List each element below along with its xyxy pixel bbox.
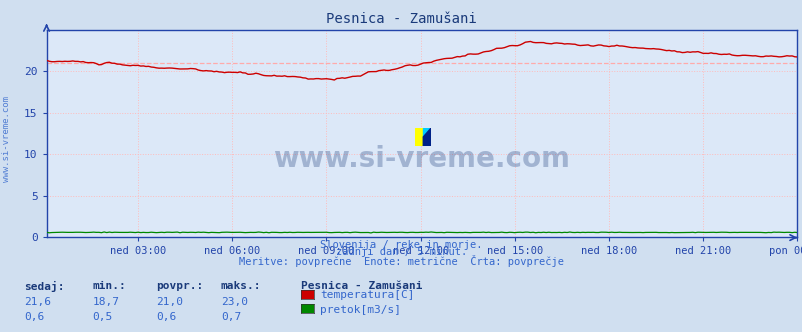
Text: Slovenija / reke in morje.: Slovenija / reke in morje. <box>320 240 482 250</box>
Text: min.:: min.: <box>92 281 126 290</box>
Text: 0,6: 0,6 <box>156 312 176 322</box>
Text: zadnji dan / 5 minut.: zadnji dan / 5 minut. <box>335 247 467 257</box>
Text: 23,0: 23,0 <box>221 297 248 307</box>
Text: 0,7: 0,7 <box>221 312 241 322</box>
Text: www.si-vreme.com: www.si-vreme.com <box>2 96 11 183</box>
Polygon shape <box>415 128 423 146</box>
Text: povpr.:: povpr.: <box>156 281 204 290</box>
Text: 21,6: 21,6 <box>24 297 51 307</box>
Text: 0,5: 0,5 <box>92 312 112 322</box>
Text: www.si-vreme.com: www.si-vreme.com <box>273 144 569 173</box>
Text: Pesnica - Zamušani: Pesnica - Zamušani <box>326 12 476 26</box>
Text: maks.:: maks.: <box>221 281 261 290</box>
Text: 21,0: 21,0 <box>156 297 184 307</box>
Text: Pesnica - Zamušani: Pesnica - Zamušani <box>301 281 422 290</box>
Text: temperatura[C]: temperatura[C] <box>320 290 415 300</box>
Text: sedaj:: sedaj: <box>24 281 64 291</box>
Text: 18,7: 18,7 <box>92 297 119 307</box>
Text: Meritve: povprečne  Enote: metrične  Črta: povprečje: Meritve: povprečne Enote: metrične Črta:… <box>239 255 563 267</box>
Polygon shape <box>423 128 431 137</box>
Polygon shape <box>423 128 431 146</box>
Text: 0,6: 0,6 <box>24 312 44 322</box>
Text: pretok[m3/s]: pretok[m3/s] <box>320 305 401 315</box>
